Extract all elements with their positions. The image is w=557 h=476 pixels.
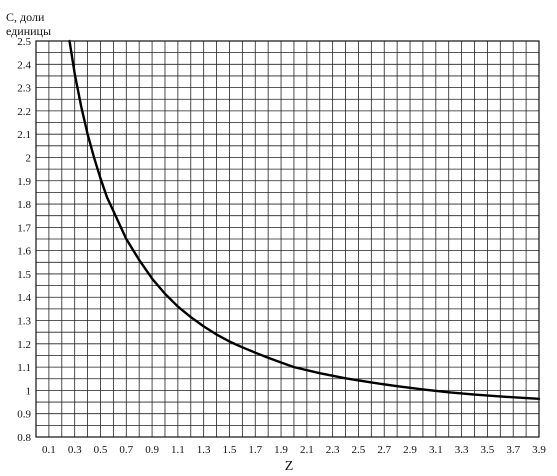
x-tick-label: 1.7 xyxy=(248,444,262,456)
x-tick-label: 3.3 xyxy=(455,444,469,456)
y-tick-label: 2.3 xyxy=(17,83,31,95)
y-tick-label: 2.2 xyxy=(17,106,31,118)
x-tick-label: 2.5 xyxy=(352,444,366,456)
plot-frame xyxy=(35,40,540,438)
x-tick-label: 2.7 xyxy=(377,444,391,456)
tick-labels: 0.1 0.3 0.5 0.7 0.9 1.1 1.3 1.5 1.7 1.9 2.1 2.3 2.5 2… xyxy=(17,36,546,456)
x-tick-label: 0.5 xyxy=(94,444,108,456)
x-tick-label: 0.9 xyxy=(145,444,159,456)
y-tick-label: 1.4 xyxy=(17,292,31,304)
y-tick-label: 0.9 xyxy=(17,409,31,421)
x-axis-label: Z xyxy=(285,459,294,474)
x-tick-label: 2.1 xyxy=(300,444,314,456)
y-axis-label-line2: единицы xyxy=(6,24,51,38)
x-tick-label: 1.3 xyxy=(197,444,211,456)
y-tick-label: 1.1 xyxy=(17,362,31,374)
y-axis-label-line1: С, доли xyxy=(6,10,45,24)
y-tick-label: 1.5 xyxy=(17,269,31,281)
x-tick-label: 3.7 xyxy=(506,444,520,456)
x-tick-label: 0.1 xyxy=(42,444,56,456)
x-tick-label: 3.9 xyxy=(532,444,546,456)
y-tick-label: 1.9 xyxy=(17,176,31,188)
x-tick-label: 1.1 xyxy=(171,444,185,456)
grid xyxy=(35,40,540,438)
x-tick-label: 0.7 xyxy=(119,444,133,456)
y-tick-label: 1.2 xyxy=(17,339,31,351)
y-tick-label: 1.6 xyxy=(17,246,31,258)
x-tick-label: 2.3 xyxy=(326,444,340,456)
x-tick-label: 1.5 xyxy=(223,444,237,456)
y-tick-label: 2 xyxy=(26,152,32,164)
x-tick-label: 3.1 xyxy=(429,444,443,456)
x-tick-label: 1.9 xyxy=(274,444,288,456)
x-tick-label: 3.5 xyxy=(481,444,495,456)
y-tick-label: 2.5 xyxy=(17,36,31,48)
series xyxy=(68,39,541,400)
x-tick-label: 0.3 xyxy=(68,444,82,456)
y-tick-label: 1 xyxy=(26,385,32,397)
y-tick-label: 2.4 xyxy=(17,59,31,71)
x-tick-label: 2.9 xyxy=(403,444,417,456)
series-line-0 xyxy=(68,39,541,400)
y-tick-label: 1.8 xyxy=(17,199,31,211)
y-tick-label: 1.3 xyxy=(17,316,31,328)
y-tick-label: 0.8 xyxy=(17,432,31,444)
y-tick-label: 2.1 xyxy=(17,129,31,141)
y-tick-label: 1.7 xyxy=(17,222,31,234)
